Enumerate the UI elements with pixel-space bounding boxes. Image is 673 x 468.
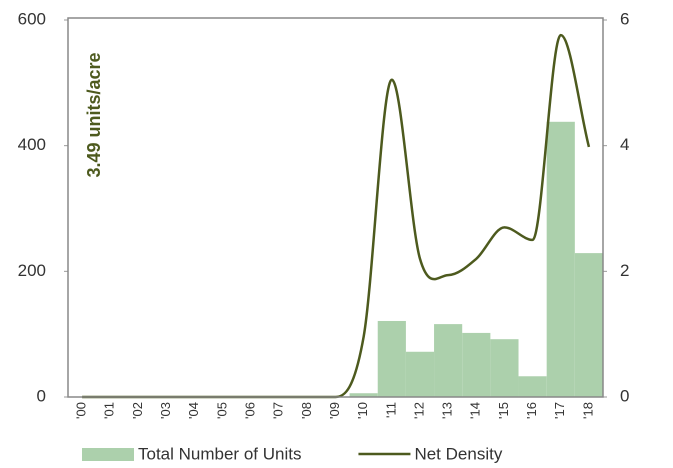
y-tick-label: 0 [37,386,46,405]
x-tick-label: '01 [102,402,117,419]
legend-label: Total Number of Units [138,444,301,463]
y-tick-label: 200 [18,261,46,280]
x-tick-label: '09 [327,402,342,419]
x-tick-label: '03 [158,402,173,419]
bar [518,376,547,397]
bar [377,320,406,397]
x-tick-label: '10 [355,402,370,419]
x-tick-label: '12 [411,402,426,419]
bar [349,393,378,397]
bar [490,339,519,397]
bar [574,253,603,397]
x-tick-label: '11 [383,402,398,418]
x-tick-label: '17 [552,402,567,419]
bar [462,332,491,397]
x-tick-label: '15 [496,402,511,419]
x-tick-label: '02 [130,402,145,419]
legend-label: Net Density [414,444,502,463]
x-tick-label: '05 [214,402,229,419]
x-tick-label: '04 [186,402,201,419]
annotation: 3.49 units/acre [84,52,104,177]
bar [405,351,435,397]
bar [546,121,575,397]
y2-tick-label: 0 [620,386,629,405]
y2-tick-label: 4 [620,135,629,154]
y-tick-label: 600 [18,9,46,28]
y2-tick-label: 2 [620,261,629,280]
x-tick-label: '18 [580,402,595,419]
y-tick-label: 400 [18,135,46,154]
x-tick-label: '14 [468,402,483,419]
x-tick-label: '13 [440,402,455,419]
x-tick-label: '00 [74,402,89,419]
x-tick-label: '06 [242,402,257,419]
legend-swatch [82,448,134,461]
y2-tick-label: 6 [620,9,629,28]
x-tick-label: '16 [524,402,539,419]
bar [434,324,463,397]
plot-frame [67,17,604,398]
x-tick-label: '08 [299,402,314,419]
x-tick-label: '07 [271,402,286,419]
